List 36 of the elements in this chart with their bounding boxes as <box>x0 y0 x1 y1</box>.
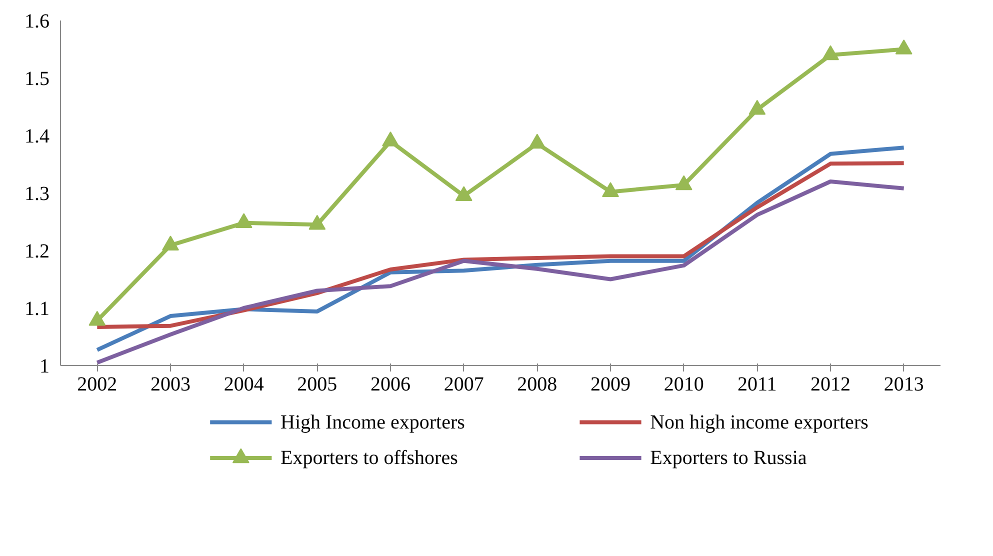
x-tick-label: 2008 <box>517 374 558 396</box>
point <box>88 310 106 326</box>
x-tick-label: 2007 <box>444 374 484 396</box>
point <box>382 132 399 146</box>
x-tick-label: 2002 <box>77 374 118 396</box>
x-tick-label: 2005 <box>297 374 338 396</box>
point <box>748 100 766 115</box>
legend-label: Exporters to offshores <box>280 447 458 469</box>
x-tick-label: 2013 <box>884 374 924 396</box>
x-tick-label: 2011 <box>738 374 777 396</box>
x-tick-label: 2012 <box>810 374 850 396</box>
legend-label: High Income exporters <box>280 411 466 434</box>
x-tick-label: 2003 <box>150 374 190 396</box>
y-tick-label: 1.5 <box>24 68 50 90</box>
point <box>162 236 179 250</box>
line-series <box>95 180 906 365</box>
y-tick-label: 1.4 <box>24 126 50 148</box>
x-tick-label: 2006 <box>370 374 410 396</box>
legend-label: Exporters to Russia <box>650 447 807 469</box>
y-tick-label: 1.3 <box>24 183 50 205</box>
point <box>528 134 546 149</box>
y-tick-label: 1 <box>40 356 50 378</box>
legend-label: Non high income exporters <box>650 411 869 434</box>
x-tick-label: 2009 <box>590 374 630 396</box>
y-tick-label: 1.1 <box>24 298 50 320</box>
point <box>822 45 839 60</box>
y-tick-label: 1.6 <box>24 10 50 32</box>
point <box>235 213 252 228</box>
x-tick-label: 2010 <box>664 374 704 396</box>
point <box>675 175 692 190</box>
point <box>455 186 472 201</box>
point <box>602 182 619 197</box>
y-tick-label: 1.2 <box>24 240 50 262</box>
x-tick-label: 2004 <box>224 374 264 396</box>
point <box>308 214 326 230</box>
point <box>895 40 912 54</box>
